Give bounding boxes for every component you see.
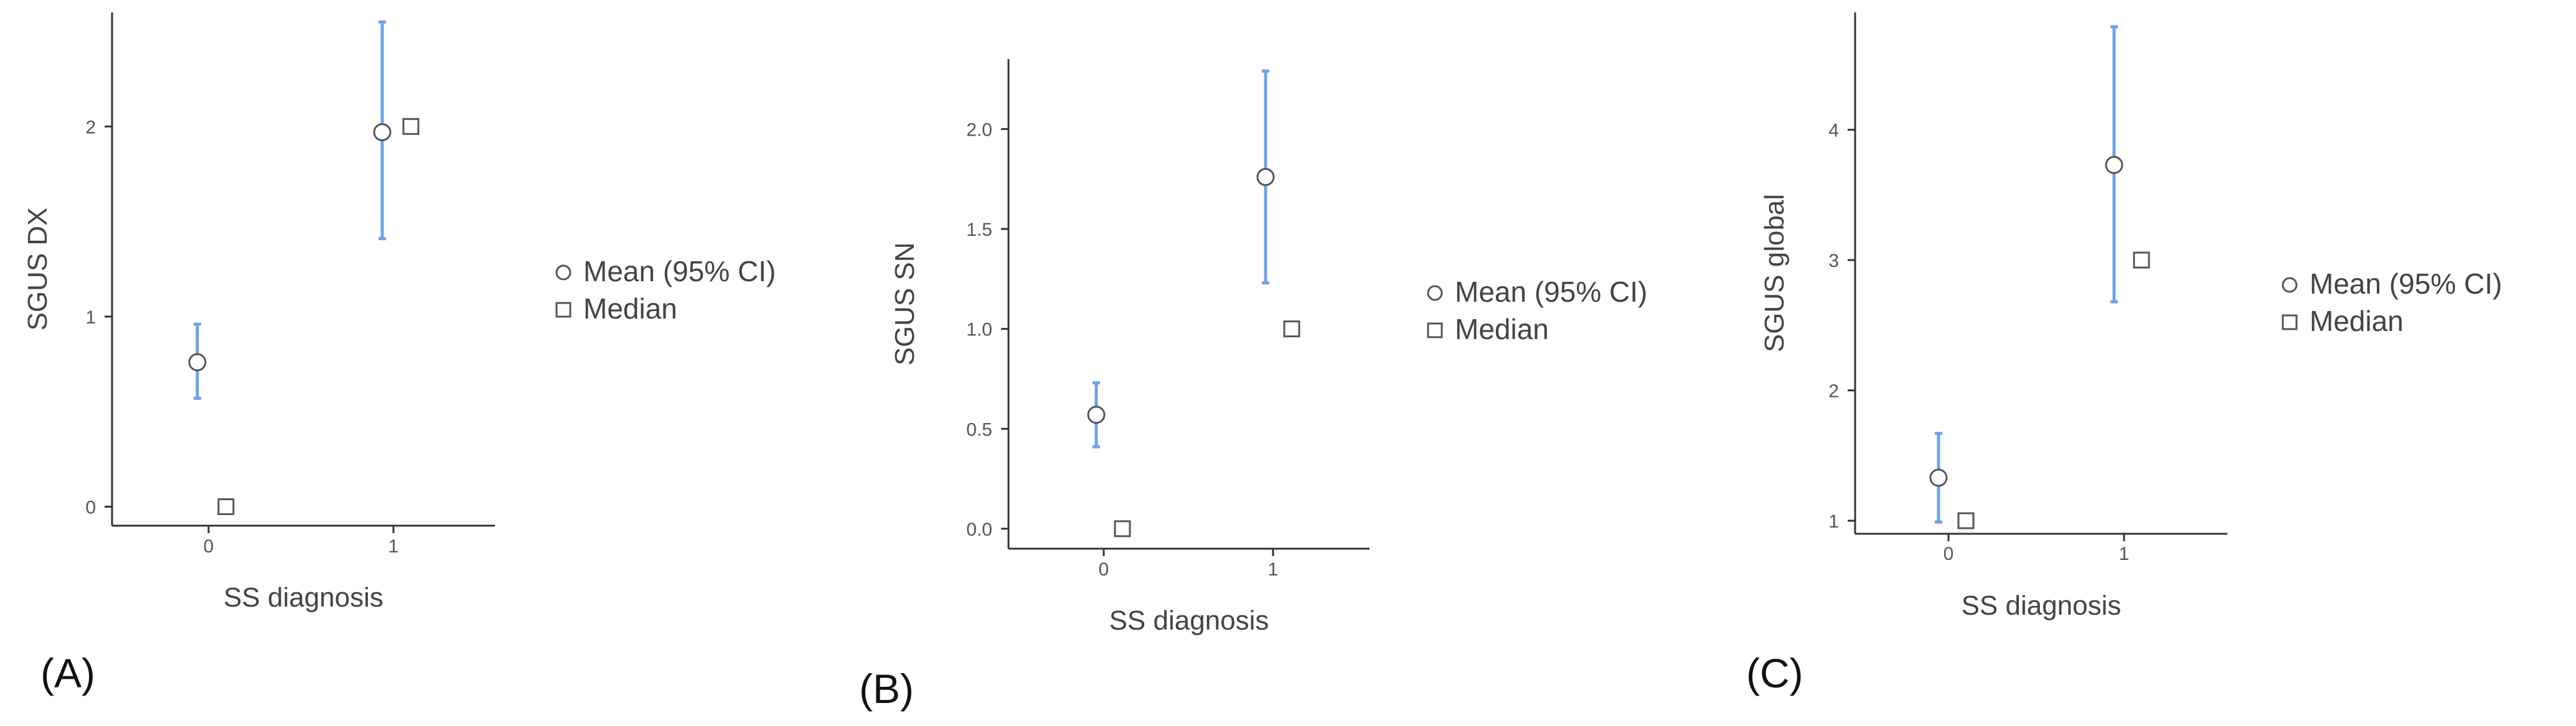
y-tick-label: 1.0 <box>966 320 992 340</box>
x-axis-title: SS diagnosis <box>1109 605 1269 636</box>
mean-point <box>373 123 392 141</box>
median-point <box>1957 512 1975 529</box>
legend: Mean (95% CI) Median <box>1427 276 1647 345</box>
legend-mean-label: Mean (95% CI) <box>583 255 776 287</box>
legend-mean-label: Mean (95% CI) <box>2310 268 2502 300</box>
legend-mean-icon <box>555 264 571 281</box>
x-tick-label: 1 <box>2119 544 2130 564</box>
y-tick-label: 2 <box>1828 381 1839 402</box>
panel-c: 1 2 3 4 0 1 SS diagnosis SGUS global Mean (95% C… <box>1746 12 2502 696</box>
y-tick-label: 0.5 <box>966 419 992 440</box>
legend-median-icon <box>555 302 571 318</box>
y-tick-label: 2 <box>85 117 96 137</box>
median-point <box>1114 520 1131 538</box>
y-tick-label: 1 <box>85 307 96 328</box>
legend-median-label: Median <box>583 292 677 325</box>
mean-point <box>188 353 207 371</box>
median-point <box>2133 251 2150 269</box>
legend-median-icon <box>1427 322 1443 338</box>
panel-b: 0.0 0.5 1.0 1.5 2.0 0 1 SS diagnosis SGUS SN Mean… <box>859 59 1647 712</box>
mean-point <box>1256 168 1275 187</box>
y-tick-label: 0 <box>85 497 96 518</box>
x-tick-label: 0 <box>1944 544 1954 564</box>
y-tick-label: 4 <box>1828 121 1839 141</box>
y-tick-label: 0.0 <box>966 519 992 540</box>
panel-label: (A) <box>40 650 95 696</box>
panel-a: 0 1 2 0 1 SS diagnosis SGUS DX Mean (95% CI) Med… <box>22 12 776 696</box>
x-axis-title: SS diagnosis <box>1962 590 2122 621</box>
legend-median-icon <box>2282 314 2298 330</box>
y-tick-label: 1 <box>1828 511 1839 532</box>
mean-point <box>1087 406 1106 424</box>
y-tick-label: 3 <box>1828 251 1839 271</box>
median-point <box>217 498 235 515</box>
legend-mean-icon <box>2282 277 2298 293</box>
panel-label: (B) <box>859 666 914 712</box>
x-tick-label: 0 <box>1099 559 1109 580</box>
legend-mean-label: Mean (95% CI) <box>1455 276 1647 308</box>
x-axis-title: SS diagnosis <box>223 582 383 613</box>
y-axis-title: SGUS SN <box>890 242 920 365</box>
x-tick-label: 0 <box>204 536 214 557</box>
legend-median-label: Median <box>1455 313 1549 345</box>
y-axis-title: SGUS global <box>1759 194 1790 352</box>
mean-point <box>1929 468 1948 487</box>
legend-mean-icon <box>1427 285 1443 301</box>
legend: Mean (95% CI) Median <box>555 255 776 325</box>
legend-median-label: Median <box>2310 305 2404 337</box>
median-point <box>402 118 420 135</box>
y-tick-label: 1.5 <box>966 220 992 240</box>
y-tick-label: 2.0 <box>966 119 992 140</box>
x-tick-label: 1 <box>388 536 399 557</box>
panel-label: (C) <box>1746 650 1803 696</box>
legend: Mean (95% CI) Median <box>2282 268 2502 337</box>
median-point <box>1283 320 1300 338</box>
y-axis-title: SGUS DX <box>22 207 53 330</box>
mean-point <box>2105 156 2123 174</box>
x-tick-label: 1 <box>1268 559 1279 580</box>
